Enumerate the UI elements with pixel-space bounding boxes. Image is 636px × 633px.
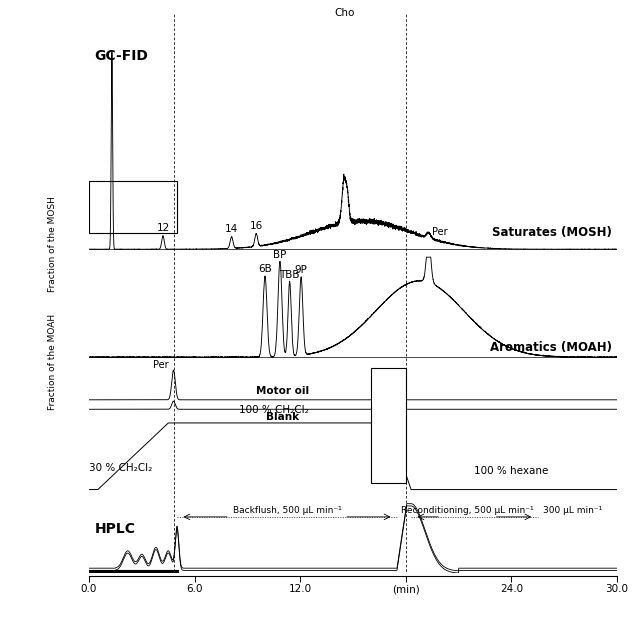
Text: 30 % CH₂Cl₂: 30 % CH₂Cl₂ <box>89 463 153 473</box>
Text: 6B: 6B <box>258 264 272 274</box>
Text: Blank: Blank <box>266 411 299 422</box>
Text: Aromatics (MOAH): Aromatics (MOAH) <box>490 341 612 354</box>
Text: 100 % hexane: 100 % hexane <box>474 467 548 476</box>
Bar <box>371 368 406 483</box>
Text: 9P: 9P <box>294 265 308 275</box>
Text: Motor oil: Motor oil <box>256 386 309 396</box>
Text: Fraction of the MOSH: Fraction of the MOSH <box>48 196 57 292</box>
Bar <box>89 182 177 233</box>
Text: Saturates (MOSH): Saturates (MOSH) <box>492 227 612 239</box>
Text: HPLC: HPLC <box>94 522 135 536</box>
Text: 12: 12 <box>156 223 170 233</box>
Text: GC-FID: GC-FID <box>94 49 148 63</box>
Text: BP: BP <box>273 249 287 260</box>
Text: 300 μL min⁻¹: 300 μL min⁻¹ <box>543 506 602 515</box>
Text: Per: Per <box>153 360 168 370</box>
Text: 16: 16 <box>249 220 263 230</box>
Text: 100 % CH₂Cl₂: 100 % CH₂Cl₂ <box>239 404 308 415</box>
Text: Backflush, 500 μL min⁻¹: Backflush, 500 μL min⁻¹ <box>233 506 342 515</box>
Text: Fraction of the MOAH: Fraction of the MOAH <box>48 314 57 410</box>
Text: TBB: TBB <box>279 270 300 280</box>
Text: Per: Per <box>432 227 448 237</box>
Text: Cho: Cho <box>334 8 354 18</box>
Text: Reconditioning, 500 μL min⁻¹: Reconditioning, 500 μL min⁻¹ <box>401 506 534 515</box>
Text: 14: 14 <box>225 224 238 234</box>
